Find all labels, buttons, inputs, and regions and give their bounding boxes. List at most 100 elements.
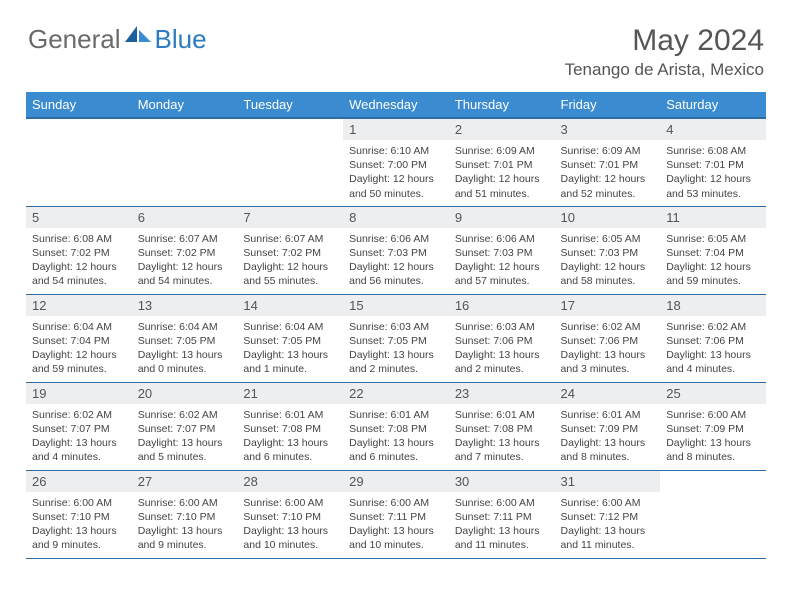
day-text-line: and 54 minutes. (32, 274, 126, 288)
calendar-body: 1Sunrise: 6:10 AMSunset: 7:00 PMDaylight… (26, 118, 766, 558)
day-text-line: Daylight: 12 hours (32, 260, 126, 274)
day-text-line: Sunrise: 6:05 AM (666, 232, 760, 246)
day-number: 7 (237, 207, 343, 228)
day-text-line: Sunrise: 6:10 AM (349, 144, 443, 158)
day-text-line: Daylight: 12 hours (455, 172, 549, 186)
day-number (132, 119, 238, 140)
day-text (132, 140, 238, 146)
day-text: Sunrise: 6:04 AMSunset: 7:04 PMDaylight:… (26, 316, 132, 379)
day-number: 4 (660, 119, 766, 140)
day-text-line: Sunset: 7:09 PM (561, 422, 655, 436)
day-text: Sunrise: 6:08 AMSunset: 7:02 PMDaylight:… (26, 228, 132, 291)
day-number: 21 (237, 383, 343, 404)
day-text-line: Daylight: 13 hours (455, 524, 549, 538)
day-header-row: Sunday Monday Tuesday Wednesday Thursday… (26, 92, 766, 118)
day-text-line: and 59 minutes. (666, 274, 760, 288)
day-text-line: Sunset: 7:01 PM (561, 158, 655, 172)
day-text-line: and 52 minutes. (561, 187, 655, 201)
day-text: Sunrise: 6:03 AMSunset: 7:05 PMDaylight:… (343, 316, 449, 379)
day-number: 12 (26, 295, 132, 316)
day-number (237, 119, 343, 140)
day-text-line: and 3 minutes. (561, 362, 655, 376)
day-cell: 28Sunrise: 6:00 AMSunset: 7:10 PMDayligh… (237, 470, 343, 558)
day-text-line: and 9 minutes. (138, 538, 232, 552)
day-cell: 3Sunrise: 6:09 AMSunset: 7:01 PMDaylight… (555, 118, 661, 206)
logo-text-blue: Blue (155, 24, 207, 55)
day-text-line: Sunrise: 6:06 AM (349, 232, 443, 246)
day-number: 20 (132, 383, 238, 404)
day-text: Sunrise: 6:09 AMSunset: 7:01 PMDaylight:… (555, 140, 661, 203)
day-number: 29 (343, 471, 449, 492)
day-text-line: Sunset: 7:05 PM (243, 334, 337, 348)
day-text-line: and 50 minutes. (349, 187, 443, 201)
day-number: 30 (449, 471, 555, 492)
day-text-line: Sunset: 7:06 PM (666, 334, 760, 348)
day-text-line: Sunset: 7:05 PM (349, 334, 443, 348)
day-text-line: Daylight: 13 hours (561, 348, 655, 362)
day-header: Tuesday (237, 92, 343, 118)
day-header: Wednesday (343, 92, 449, 118)
day-text-line: and 6 minutes. (349, 450, 443, 464)
day-text-line: Sunrise: 6:01 AM (561, 408, 655, 422)
day-cell: 29Sunrise: 6:00 AMSunset: 7:11 PMDayligh… (343, 470, 449, 558)
day-text-line: Sunrise: 6:00 AM (138, 496, 232, 510)
day-cell: 26Sunrise: 6:00 AMSunset: 7:10 PMDayligh… (26, 470, 132, 558)
day-cell: 25Sunrise: 6:00 AMSunset: 7:09 PMDayligh… (660, 382, 766, 470)
logo: General Blue (28, 24, 207, 55)
day-number: 3 (555, 119, 661, 140)
day-text: Sunrise: 6:10 AMSunset: 7:00 PMDaylight:… (343, 140, 449, 203)
header: General Blue May 2024 Tenango de Arista,… (0, 0, 792, 84)
day-text-line: Daylight: 13 hours (138, 436, 232, 450)
day-text-line: and 9 minutes. (32, 538, 126, 552)
week-row: 19Sunrise: 6:02 AMSunset: 7:07 PMDayligh… (26, 382, 766, 470)
day-cell: 23Sunrise: 6:01 AMSunset: 7:08 PMDayligh… (449, 382, 555, 470)
day-text-line: Daylight: 13 hours (243, 436, 337, 450)
day-text-line: and 10 minutes. (243, 538, 337, 552)
day-number: 22 (343, 383, 449, 404)
day-number (660, 471, 766, 492)
day-text-line: Sunset: 7:02 PM (32, 246, 126, 260)
day-text: Sunrise: 6:00 AMSunset: 7:11 PMDaylight:… (449, 492, 555, 555)
day-number: 24 (555, 383, 661, 404)
location: Tenango de Arista, Mexico (565, 60, 764, 80)
day-text-line: Daylight: 13 hours (32, 436, 126, 450)
day-text-line: and 51 minutes. (455, 187, 549, 201)
day-text-line: Sunrise: 6:02 AM (666, 320, 760, 334)
day-cell: 18Sunrise: 6:02 AMSunset: 7:06 PMDayligh… (660, 294, 766, 382)
day-cell: 9Sunrise: 6:06 AMSunset: 7:03 PMDaylight… (449, 206, 555, 294)
week-row: 12Sunrise: 6:04 AMSunset: 7:04 PMDayligh… (26, 294, 766, 382)
day-text-line: Sunset: 7:06 PM (561, 334, 655, 348)
day-cell: 4Sunrise: 6:08 AMSunset: 7:01 PMDaylight… (660, 118, 766, 206)
day-cell: 10Sunrise: 6:05 AMSunset: 7:03 PMDayligh… (555, 206, 661, 294)
day-text-line: Daylight: 13 hours (455, 436, 549, 450)
day-text: Sunrise: 6:07 AMSunset: 7:02 PMDaylight:… (132, 228, 238, 291)
day-cell: 20Sunrise: 6:02 AMSunset: 7:07 PMDayligh… (132, 382, 238, 470)
day-text-line: Sunset: 7:08 PM (349, 422, 443, 436)
day-text-line: and 0 minutes. (138, 362, 232, 376)
day-number: 11 (660, 207, 766, 228)
day-cell (132, 118, 238, 206)
day-text: Sunrise: 6:00 AMSunset: 7:12 PMDaylight:… (555, 492, 661, 555)
day-text-line: Daylight: 12 hours (666, 172, 760, 186)
day-text: Sunrise: 6:01 AMSunset: 7:08 PMDaylight:… (237, 404, 343, 467)
day-cell: 31Sunrise: 6:00 AMSunset: 7:12 PMDayligh… (555, 470, 661, 558)
week-row: 1Sunrise: 6:10 AMSunset: 7:00 PMDaylight… (26, 118, 766, 206)
day-text-line: Daylight: 12 hours (32, 348, 126, 362)
day-cell: 27Sunrise: 6:00 AMSunset: 7:10 PMDayligh… (132, 470, 238, 558)
calendar-table: Sunday Monday Tuesday Wednesday Thursday… (26, 92, 766, 559)
day-cell: 7Sunrise: 6:07 AMSunset: 7:02 PMDaylight… (237, 206, 343, 294)
day-number: 16 (449, 295, 555, 316)
day-text-line: and 55 minutes. (243, 274, 337, 288)
day-text-line: Sunset: 7:10 PM (32, 510, 126, 524)
day-number (26, 119, 132, 140)
day-text-line: and 53 minutes. (666, 187, 760, 201)
day-number: 5 (26, 207, 132, 228)
day-text-line: and 8 minutes. (561, 450, 655, 464)
day-number: 23 (449, 383, 555, 404)
day-cell: 2Sunrise: 6:09 AMSunset: 7:01 PMDaylight… (449, 118, 555, 206)
day-text-line: and 11 minutes. (561, 538, 655, 552)
day-text: Sunrise: 6:06 AMSunset: 7:03 PMDaylight:… (343, 228, 449, 291)
day-text: Sunrise: 6:05 AMSunset: 7:03 PMDaylight:… (555, 228, 661, 291)
day-text-line: Sunrise: 6:05 AM (561, 232, 655, 246)
day-number: 8 (343, 207, 449, 228)
